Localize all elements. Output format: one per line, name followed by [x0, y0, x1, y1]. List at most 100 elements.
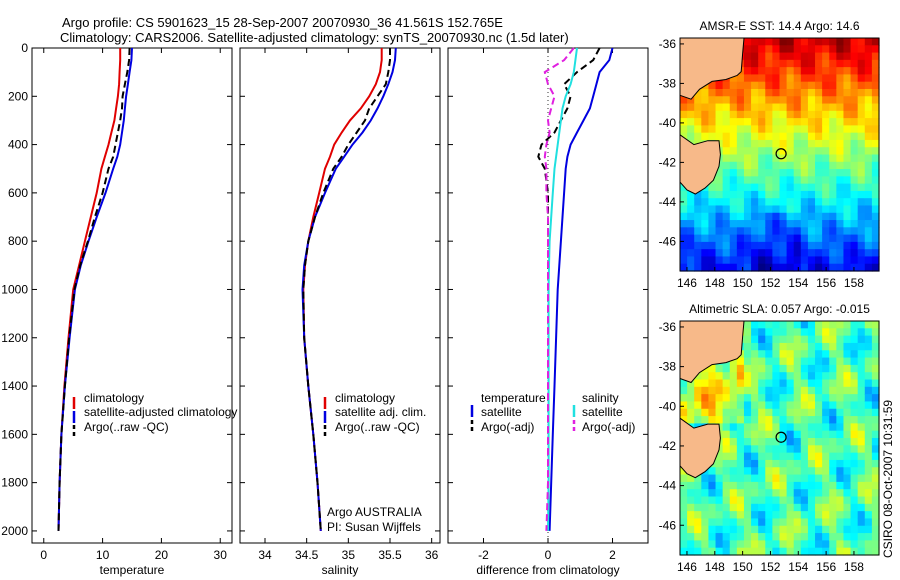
heatmap-cell — [694, 503, 702, 512]
heatmap-cell — [822, 489, 830, 498]
heatmap-cell — [736, 234, 745, 243]
heatmap-cell — [779, 176, 788, 185]
heatmap-cell — [807, 176, 816, 185]
heatmap-cell — [871, 110, 880, 119]
heatmap-cell — [729, 445, 738, 454]
heatmap-cell — [843, 147, 852, 156]
heatmap-cell — [743, 408, 752, 417]
heatmap-cell — [871, 518, 880, 527]
heatmap-cell — [871, 125, 880, 134]
x-tick-label: 0 — [545, 548, 552, 562]
heatmap-cell — [836, 74, 845, 83]
heatmap-cell — [722, 364, 731, 373]
heatmap-cell — [843, 533, 852, 541]
heatmap-cell — [836, 350, 845, 359]
heatmap-cell — [736, 190, 745, 199]
heatmap-cell — [807, 59, 816, 68]
legend-label-argo: Argo(..raw -QC) — [84, 420, 169, 434]
heatmap-cell — [722, 154, 731, 163]
heatmap-cell — [751, 161, 759, 170]
heatmap-cell — [807, 212, 816, 221]
heatmap-cell — [772, 511, 781, 520]
heatmap-cell — [729, 540, 738, 549]
heatmap-cell — [758, 198, 766, 207]
heatmap-cell — [815, 59, 823, 68]
heatmap-cell — [779, 147, 788, 156]
heatmap-cell — [786, 547, 795, 556]
heatmap-cell — [687, 234, 695, 243]
heatmap-cell — [786, 176, 795, 185]
map-x-tick-label: 146 — [677, 276, 697, 290]
heatmap-cell — [786, 190, 795, 199]
heatmap-cell — [843, 96, 852, 105]
heatmap-cell — [694, 379, 702, 388]
heatmap-cell — [736, 183, 745, 192]
heatmap-cell — [786, 386, 795, 395]
heatmap-cell — [736, 408, 745, 417]
heatmap-cell — [743, 38, 752, 46]
heatmap-cell — [694, 518, 702, 527]
heatmap-cell — [765, 52, 773, 61]
heatmap-cell — [843, 328, 852, 337]
heatmap-cell — [765, 372, 773, 381]
heatmap-cell — [793, 364, 802, 373]
heatmap-cell — [836, 205, 845, 214]
heatmap-cell — [751, 511, 759, 520]
heatmap-cell — [800, 234, 809, 243]
heatmap-cell — [871, 394, 880, 403]
heatmap-cell — [772, 394, 781, 403]
heatmap-cell — [829, 263, 837, 272]
heatmap-cell — [850, 416, 859, 424]
heatmap-cell — [786, 350, 795, 359]
heatmap-cell — [680, 212, 688, 221]
heatmap-cell — [829, 96, 837, 105]
heatmap-cell — [687, 394, 695, 403]
heatmap-cell — [743, 445, 752, 454]
heatmap-cell — [758, 533, 766, 541]
heatmap-cell — [800, 110, 809, 119]
heatmap-cell — [729, 423, 738, 432]
map-y-tick-label: -42 — [659, 439, 677, 453]
heatmap-cell — [779, 59, 788, 68]
heatmap-cell — [765, 263, 773, 272]
heatmap-cell — [800, 474, 809, 483]
heatmap-cell — [743, 103, 752, 112]
heatmap-cell — [779, 430, 788, 439]
heatmap-cell — [687, 416, 695, 424]
heatmap-cell — [765, 241, 773, 250]
heatmap-cell — [743, 379, 752, 388]
heatmap-cell — [836, 386, 845, 395]
heatmap-cell — [815, 67, 823, 76]
heatmap-cell — [701, 511, 710, 520]
heatmap-cell — [836, 169, 845, 177]
heatmap-cell — [871, 386, 880, 395]
heatmap-cell — [843, 547, 852, 556]
heatmap-cell — [729, 96, 738, 105]
heatmap-cell — [758, 342, 766, 351]
heatmap-cell — [743, 169, 752, 177]
heatmap-cell — [779, 364, 788, 373]
heatmap-cell — [701, 394, 710, 403]
heatmap-cell — [843, 103, 852, 112]
heatmap-cell — [729, 118, 738, 126]
heatmap-cell — [793, 511, 802, 520]
heatmap-cell — [822, 234, 830, 243]
heatmap-cell — [843, 386, 852, 395]
heatmap-cell — [793, 321, 802, 329]
heatmap-cell — [807, 205, 816, 214]
heatmap-cell — [772, 205, 781, 214]
heatmap-cell — [836, 263, 845, 272]
heatmap-cell — [715, 234, 724, 243]
heatmap-cell — [701, 234, 710, 243]
heatmap-cell — [807, 227, 816, 236]
heatmap-cell — [864, 547, 873, 556]
heatmap-cell — [694, 540, 702, 549]
heatmap-cell — [722, 511, 731, 520]
heatmap-cell — [786, 220, 795, 228]
heatmap-cell — [701, 118, 710, 126]
heatmap-cell — [836, 59, 845, 68]
heatmap-cell — [800, 438, 809, 446]
heatmap-cell — [743, 183, 752, 192]
heatmap-cell — [680, 511, 688, 520]
heatmap-cell — [751, 408, 759, 417]
